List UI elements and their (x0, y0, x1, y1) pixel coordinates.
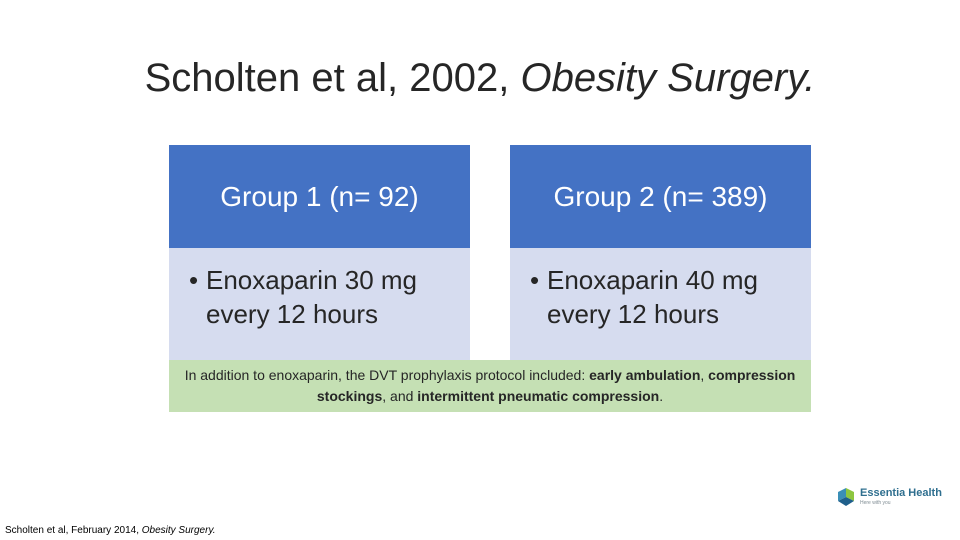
slide-title: Scholten et al, 2002, Obesity Surgery. (0, 56, 960, 101)
group-2-line-1: Enoxaparin 40 mg (547, 265, 759, 295)
group-2-header: Group 2 (n= 389) (510, 145, 811, 248)
note-bold-3: intermittent pneumatic compression (417, 388, 660, 404)
essentia-health-logo: Essentia Health Here with you (836, 487, 942, 507)
note-bold-2: compression stockings (316, 367, 796, 404)
footer-citation-text: Scholten et al, February 2014, (5, 525, 142, 536)
group-1-card: Group 1 (n= 92) • Enoxaparin 30 mg every… (169, 145, 470, 360)
note-text-3: , and (382, 388, 418, 404)
note-text-2: , (700, 367, 709, 383)
title-main: Scholten et al, 2002, (144, 56, 521, 100)
logo-mark-bottom (838, 497, 854, 506)
group-1-header: Group 1 (n= 92) (169, 145, 470, 248)
logo-text: Essentia Health Here with you (860, 487, 942, 507)
title-journal: Obesity Surgery. (520, 56, 816, 100)
group-2-card: Group 2 (n= 389) • Enoxaparin 40 mg ever… (510, 145, 811, 360)
footer-citation: Scholten et al, February 2014, Obesity S… (5, 525, 215, 536)
group-1-bullet: • Enoxaparin 30 mg every 12 hours (189, 264, 458, 332)
group-1-body: • Enoxaparin 30 mg every 12 hours (169, 248, 470, 360)
bullet-icon: • (530, 265, 540, 295)
group-1-line-1: Enoxaparin 30 mg (206, 265, 418, 295)
protocol-note: In addition to enoxaparin, the DVT proph… (169, 360, 811, 412)
group-2-bullet: • Enoxaparin 40 mg every 12 hours (530, 264, 799, 332)
note-text-4: . (659, 388, 664, 404)
group-2-line-2: every 12 hours (547, 298, 719, 329)
footer-journal: Obesity Surgery. (141, 525, 216, 536)
bullet-icon: • (189, 265, 199, 295)
group-1-line-2: every 12 hours (206, 298, 378, 329)
logo-tagline: Here with you (860, 500, 891, 506)
logo-mark-right (846, 488, 854, 501)
logo-mark-left (838, 488, 846, 501)
group-2-dosage: Enoxaparin 40 mg every 12 hours (547, 264, 758, 332)
essentia-logo-icon (838, 488, 854, 506)
note-text-1: In addition to enoxaparin, the DVT proph… (184, 367, 590, 383)
note-bold-1: early ambulation (589, 367, 701, 383)
logo-name: Essentia Health (860, 487, 942, 499)
group-2-body: • Enoxaparin 40 mg every 12 hours (510, 248, 811, 360)
group-1-dosage: Enoxaparin 30 mg every 12 hours (206, 264, 417, 332)
